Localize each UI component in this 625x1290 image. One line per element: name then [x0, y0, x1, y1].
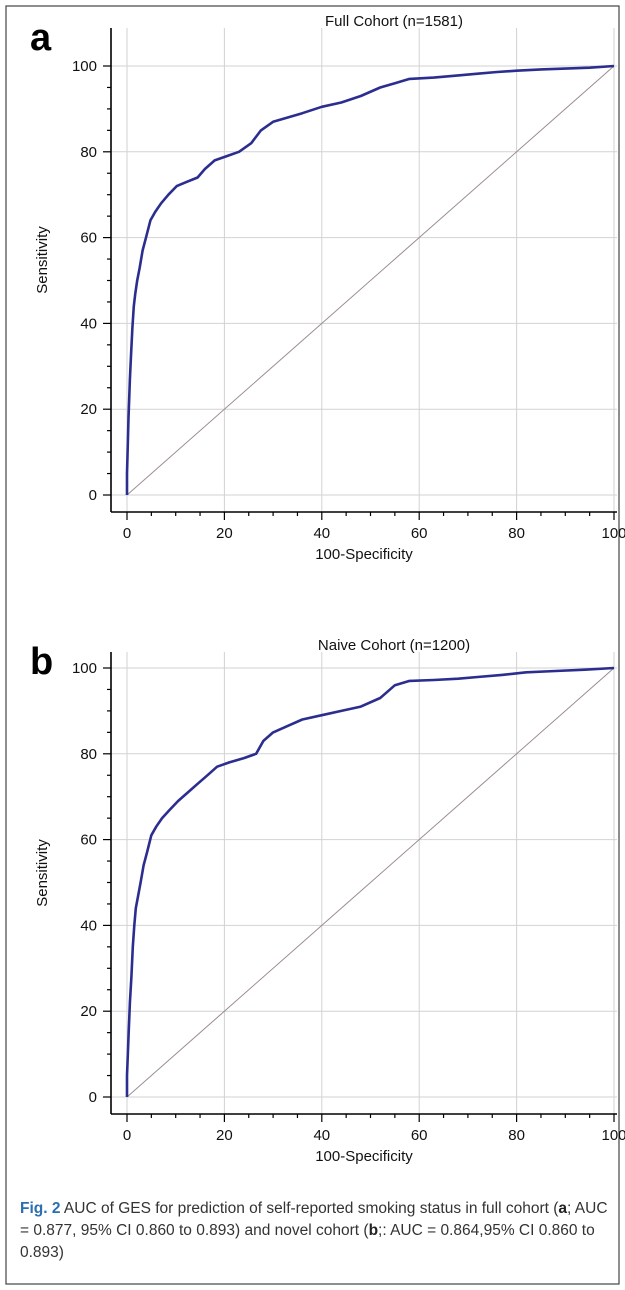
x-tick-label: 80 — [508, 1127, 525, 1144]
y-tick-label: 20 — [80, 401, 97, 418]
y-tick-label: 80 — [80, 746, 97, 763]
panel-label: a — [30, 17, 52, 59]
y-axis-label: Sensitivity — [34, 226, 51, 294]
x-tick-label: 40 — [313, 525, 330, 542]
panel-label: b — [30, 641, 53, 683]
x-axis-label: 100-Specificity — [315, 1148, 413, 1165]
y-tick-label: 20 — [80, 1003, 97, 1020]
y-tick-label: 0 — [89, 1089, 97, 1106]
x-tick-label: 40 — [313, 1127, 330, 1144]
caption-text-2: ; AUC = 0.877, 95% CI 0.860 to 0.893) an… — [20, 1200, 608, 1239]
y-tick-label: 40 — [80, 917, 97, 934]
y-tick-label: 80 — [80, 144, 97, 161]
y-tick-label: 100 — [72, 58, 97, 75]
x-tick-label: 20 — [216, 1127, 233, 1144]
x-tick-label: 60 — [411, 1127, 428, 1144]
caption-label: Fig. 2 — [20, 1200, 61, 1217]
x-tick-label: 20 — [216, 525, 233, 542]
y-tick-label: 100 — [72, 660, 97, 677]
x-tick-label: 60 — [411, 525, 428, 542]
x-tick-label: 0 — [123, 525, 131, 542]
y-tick-label: 60 — [80, 230, 97, 247]
y-axis-label: Sensitivity — [34, 839, 51, 907]
figure-border — [5, 5, 620, 1285]
x-tick-label: 80 — [508, 525, 525, 542]
caption-text-1: AUC of GES for prediction of self-report… — [60, 1200, 559, 1217]
x-tick-label: 100 — [601, 525, 625, 542]
y-tick-label: 60 — [80, 832, 97, 849]
caption-bold-a: a — [558, 1200, 568, 1217]
x-axis-label: 100-Specificity — [315, 546, 413, 563]
roc-curve — [125, 64, 615, 495]
panel-b: 0 20 40 60 80 100 0 20 40 60 80 100 100-Specificity S… — [30, 637, 625, 1165]
y-tick-label: 40 — [80, 315, 97, 332]
x-tick-label: 100 — [601, 1127, 625, 1144]
x-tick-label: 0 — [123, 1127, 131, 1144]
reference-diagonal — [126, 667, 615, 1098]
reference-diagonal — [126, 65, 615, 496]
panel-a: 0 20 40 60 80 100 0 20 40 60 80 100 100-Specificity S… — [30, 13, 625, 563]
roc-curve — [125, 666, 615, 1097]
caption-text-3: ;: AUC = 0.864,95% CI 0.860 to 0.893) — [20, 1222, 595, 1261]
chart-title: Naive Cohort (n=1200) — [318, 637, 470, 654]
figure-caption: Fig. 2 AUC of GES for prediction of self… — [20, 1198, 610, 1264]
caption-bold-b: b — [368, 1222, 379, 1239]
y-tick-label: 0 — [89, 487, 97, 504]
chart-title: Full Cohort (n=1581) — [325, 13, 463, 30]
